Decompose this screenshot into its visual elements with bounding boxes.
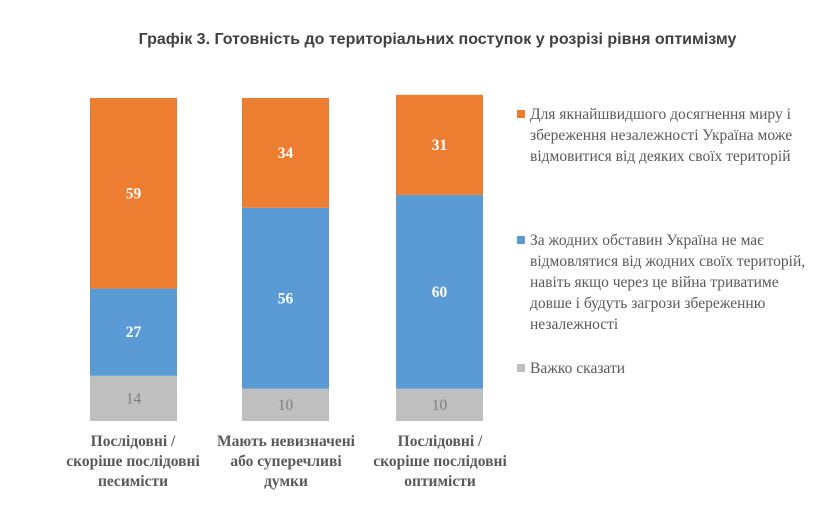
category-label-uncertain: Мають невизначені або суперечливі думки: [206, 432, 366, 492]
bar-segment-concede: [396, 94, 483, 195]
category-label-line: думки: [264, 473, 308, 490]
legend-label: За жодних обставин Україна не має відмов…: [530, 232, 806, 333]
category-label-line: Послідовні /: [90, 433, 176, 450]
legend-swatch-orange: [517, 110, 525, 118]
data-label: 14: [126, 390, 142, 407]
legend-swatch-gray: [517, 364, 525, 372]
data-label: 27: [126, 324, 142, 341]
category-label-line: або суперечливі: [230, 453, 342, 470]
bar-segment-hard-to-say: [90, 375, 177, 421]
bar-segment-no-concessions: [90, 288, 177, 376]
data-label: 10: [432, 397, 448, 414]
data-label: 56: [278, 290, 294, 307]
legend-label: Для якнайшвидшого досягнення миру і збер…: [530, 106, 793, 165]
legend-label: Важко сказати: [530, 360, 626, 377]
chart-title: Графік 3. Готовність до територіальних п…: [138, 31, 737, 48]
bar-segment-no-concessions: [242, 207, 329, 389]
category-label-line: песимісти: [97, 473, 169, 490]
bar-segment-concede: [242, 98, 329, 208]
legend-item-hard-to-say: Важко сказати: [517, 358, 807, 379]
category-label-line: Послідовні /: [397, 433, 483, 450]
category-label-line: оптимісти: [404, 473, 476, 490]
category-label-line: скоріше послідовні: [373, 453, 507, 470]
legend-swatch-blue: [517, 236, 525, 244]
legend-item-concede: Для якнайшвидшого досягнення миру і збер…: [517, 104, 807, 167]
data-label: 59: [126, 185, 142, 202]
data-label: 34: [278, 145, 294, 162]
data-label: 31: [432, 137, 448, 154]
legend-item-no-concessions: За жодних обставин Україна не має відмов…: [517, 230, 807, 335]
bar-segment-hard-to-say: [242, 388, 329, 421]
category-label-pessimists: Послідовні / скоріше послідовні песиміст…: [53, 432, 213, 492]
bar-segment-no-concessions: [396, 194, 483, 389]
category-label-line: Мають невизначені: [217, 433, 355, 450]
category-label-line: скоріше послідовні: [66, 453, 200, 470]
category-label-optimists: Послідовні / скоріше послідовні оптиміст…: [360, 432, 520, 492]
bar-segment-concede: [90, 98, 177, 289]
bar-segment-hard-to-say: [396, 388, 483, 421]
data-label: 10: [278, 397, 294, 414]
data-label: 60: [432, 284, 448, 301]
